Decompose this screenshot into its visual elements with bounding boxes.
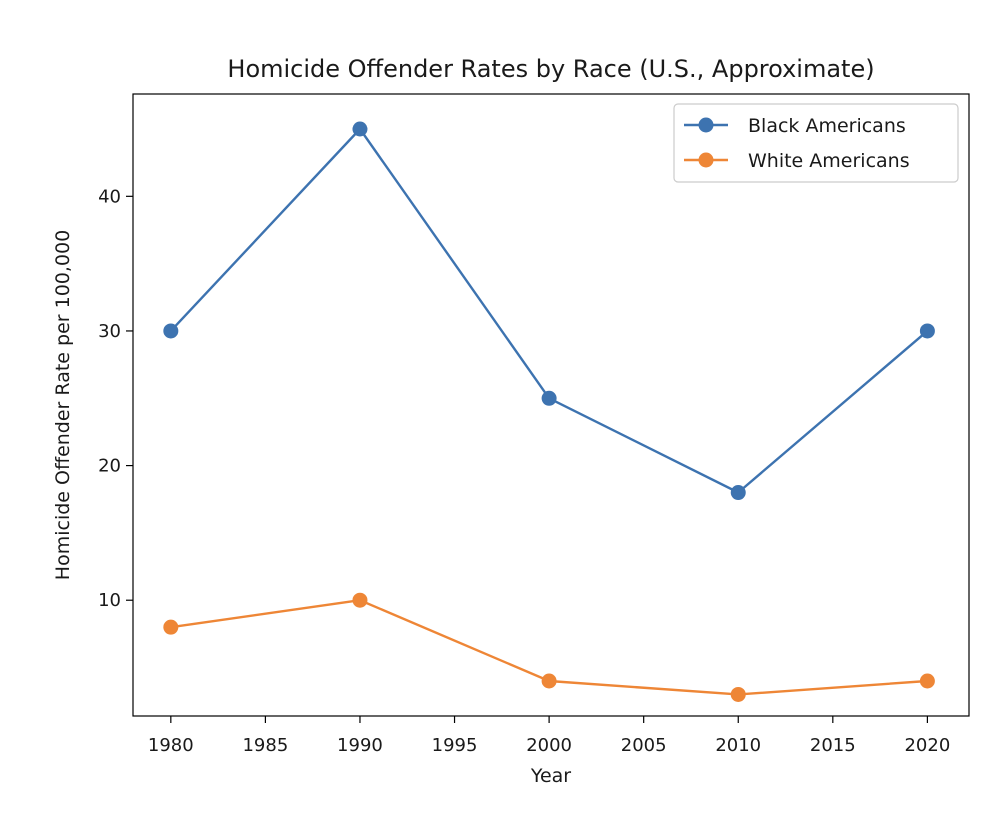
y-tick-label: 30 (98, 321, 121, 342)
data-point-black-americans (163, 323, 179, 339)
y-tick-label: 20 (98, 456, 121, 477)
legend-label-black-americans: Black Americans (748, 115, 906, 137)
chart-title: Homicide Offender Rates by Race (U.S., A… (227, 55, 874, 83)
data-point-black-americans (541, 390, 557, 406)
data-point-white-americans (352, 592, 368, 608)
data-point-black-americans (919, 323, 935, 339)
legend: Black Americans White Americans (673, 103, 959, 183)
data-point-white-americans (730, 686, 746, 702)
series-line-black-americans (169, 127, 929, 494)
legend-label-white-americans: White Americans (748, 150, 910, 172)
legend-entries: Black Americans White Americans (684, 115, 910, 172)
data-point-black-americans (730, 485, 746, 501)
legend-swatch-marker-white-americans (698, 152, 714, 168)
data-point-white-americans (919, 673, 935, 689)
series-layer (163, 121, 935, 702)
x-tick-label: 2005 (621, 735, 667, 756)
y-axis: 10 20 30 40 (98, 186, 133, 611)
x-tick-label: 2000 (526, 735, 572, 756)
data-point-white-americans (541, 673, 557, 689)
plot-area-frame (132, 93, 970, 717)
x-tick-label: 2010 (715, 735, 761, 756)
x-tick-label: 1980 (148, 735, 194, 756)
x-tick-label: 2015 (810, 735, 856, 756)
x-axis: 1980 1985 1990 1995 2000 2005 2010 2015 2020 (148, 716, 950, 756)
x-tick-label: 2020 (904, 735, 950, 756)
data-point-white-americans (163, 619, 179, 635)
legend-frame (673, 103, 959, 183)
x-axis-label: Year (530, 765, 571, 787)
y-tick-label: 10 (98, 590, 121, 611)
y-axis-label: Homicide Offender Rate per 100,000 (52, 230, 74, 580)
x-tick-label: 1985 (242, 735, 288, 756)
data-point-black-americans (352, 121, 368, 137)
legend-swatch-marker-black-americans (698, 117, 714, 133)
x-tick-label: 1990 (337, 735, 383, 756)
y-tick-label: 40 (98, 186, 121, 207)
x-tick-label: 1995 (432, 735, 478, 756)
